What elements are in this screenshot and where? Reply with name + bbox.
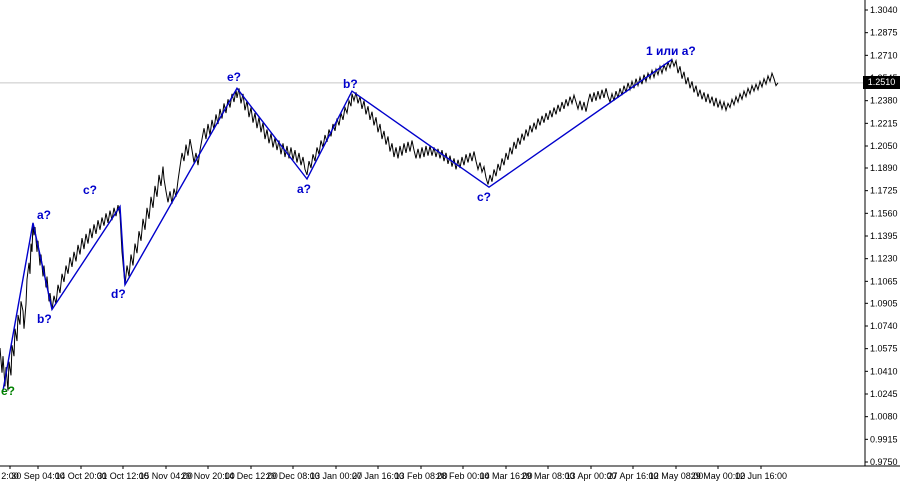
wave-label: b? [37, 312, 52, 326]
y-axis-label: 1.1395 [870, 231, 898, 241]
x-axis-label: 12 May 08:00 [649, 471, 704, 481]
y-axis-label: 1.1065 [870, 276, 898, 286]
y-axis-label: 1.1890 [870, 163, 898, 173]
y-axis-label: 1.2710 [870, 50, 898, 60]
wave-label: c? [83, 183, 97, 197]
y-axis-label: 1.1560 [870, 208, 898, 218]
current-price-badge: 1.2510 [863, 76, 900, 89]
wave-label: c? [477, 190, 491, 204]
x-axis-label: 14 Dec 12:00 [224, 471, 278, 481]
wave-label: a? [37, 208, 51, 222]
x-axis-label: 28 Feb 00:00 [436, 471, 489, 481]
x-axis-label: 29 Nov 20:00 [181, 471, 235, 481]
y-axis-label: 1.1725 [870, 186, 898, 196]
y-axis-label: 0.9915 [870, 434, 898, 444]
x-axis-label: 13 Apr 00:00 [565, 471, 616, 481]
wave-label: a? [297, 182, 311, 196]
y-axis-label: 1.0080 [870, 412, 898, 422]
x-axis-label: 27 Apr 16:00 [607, 471, 658, 481]
x-axis-label: 2:00 [1, 471, 19, 481]
x-axis-label: 30 Sep 04:00 [11, 471, 65, 481]
y-axis-label: 1.3040 [870, 5, 898, 15]
y-axis-label: 1.2875 [870, 28, 898, 38]
wave-label: e? [227, 70, 241, 84]
y-axis-label: 1.0410 [870, 366, 898, 376]
wave-label: 1 или a? [646, 44, 696, 58]
y-axis-label: 1.2380 [870, 96, 898, 106]
x-axis-label: 29 May 00:00 [691, 471, 746, 481]
x-axis-label: 31 Oct 12:00 [97, 471, 149, 481]
wave-count-line [2, 58, 673, 391]
y-axis-label: 1.2215 [870, 118, 898, 128]
y-axis-label: 1.1230 [870, 254, 898, 264]
wave-label: e? [1, 384, 15, 398]
y-axis-label: 1.0575 [870, 344, 898, 354]
y-axis-label: 1.0245 [870, 389, 898, 399]
y-axis-label: 1.0905 [870, 298, 898, 308]
x-axis-label: 14 Mar 16:00 [479, 471, 532, 481]
x-axis-label: 15 Nov 04:00 [139, 471, 193, 481]
x-axis-label: 13 Jan 00:00 [310, 471, 362, 481]
wave-label: b? [343, 77, 358, 91]
price-series-line [0, 57, 779, 391]
x-axis-label: 14 Oct 20:00 [55, 471, 107, 481]
wave-label: d? [111, 287, 126, 301]
x-axis-label: 27 Jan 16:00 [352, 471, 404, 481]
y-axis-label: 1.2050 [870, 141, 898, 151]
x-axis-label: 12 Jun 16:00 [735, 471, 787, 481]
y-axis-label: 0.9750 [870, 457, 898, 467]
y-axis-label: 1.0740 [870, 321, 898, 331]
x-axis-label: 13 Feb 08:00 [394, 471, 447, 481]
x-axis-label: 29 Mar 08:00 [521, 471, 574, 481]
x-axis-label: 29 Dec 08:00 [266, 471, 320, 481]
